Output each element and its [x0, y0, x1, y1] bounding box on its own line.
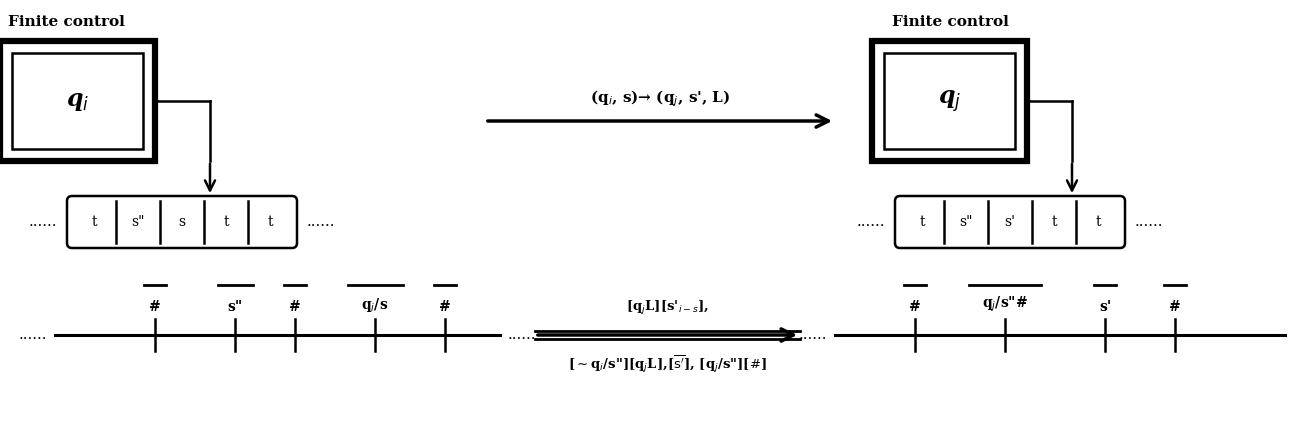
- Text: s': s': [1005, 215, 1015, 229]
- Text: #: #: [290, 300, 301, 314]
- FancyBboxPatch shape: [67, 196, 297, 248]
- FancyBboxPatch shape: [12, 53, 144, 149]
- FancyBboxPatch shape: [0, 41, 155, 161]
- Text: s': s': [1099, 300, 1111, 314]
- Text: q$_j$/s"#: q$_j$/s"#: [983, 295, 1028, 314]
- Text: s: s: [178, 215, 186, 229]
- Text: Finite control: Finite control: [892, 15, 1009, 29]
- Text: [$\sim$q$_i$/s"][q$_j$L],[$\overline{\mathrm{s}^{\prime}}$], [q$_j$/s"][$\#$]: [$\sim$q$_i$/s"][q$_j$L],[$\overline{\ma…: [568, 353, 767, 375]
- FancyBboxPatch shape: [871, 41, 1027, 161]
- Text: s": s": [959, 215, 972, 229]
- Text: t: t: [224, 215, 229, 229]
- Text: Finite control: Finite control: [8, 15, 125, 29]
- FancyBboxPatch shape: [884, 53, 1015, 149]
- Text: ......: ......: [856, 215, 884, 229]
- Text: q$_j$: q$_j$: [937, 88, 961, 114]
- Text: s": s": [228, 300, 243, 314]
- Text: t: t: [92, 215, 97, 229]
- Text: #: #: [440, 300, 451, 314]
- Text: q$_i$/s: q$_i$/s: [361, 296, 389, 314]
- Text: ......: ......: [508, 328, 537, 342]
- Text: ......: ......: [306, 215, 335, 229]
- FancyBboxPatch shape: [895, 196, 1125, 248]
- Text: s": s": [132, 215, 145, 229]
- Text: t: t: [1051, 215, 1056, 229]
- Text: #: #: [909, 300, 921, 314]
- Text: q$_i$: q$_i$: [66, 89, 89, 113]
- Text: ......: ......: [1135, 215, 1164, 229]
- Text: ......: ......: [799, 328, 828, 342]
- Text: (q$_i$, s)→ (q$_j$, s', L): (q$_i$, s)→ (q$_j$, s', L): [590, 89, 731, 109]
- Text: #: #: [149, 300, 160, 314]
- Text: t: t: [919, 215, 924, 229]
- Text: t: t: [268, 215, 273, 229]
- Text: #: #: [1169, 300, 1181, 314]
- Text: [q$_j$L][s'$_{i-s}$],: [q$_j$L][s'$_{i-s}$],: [626, 299, 709, 317]
- Text: t: t: [1095, 215, 1100, 229]
- Text: ......: ......: [18, 328, 47, 342]
- Text: ......: ......: [28, 215, 57, 229]
